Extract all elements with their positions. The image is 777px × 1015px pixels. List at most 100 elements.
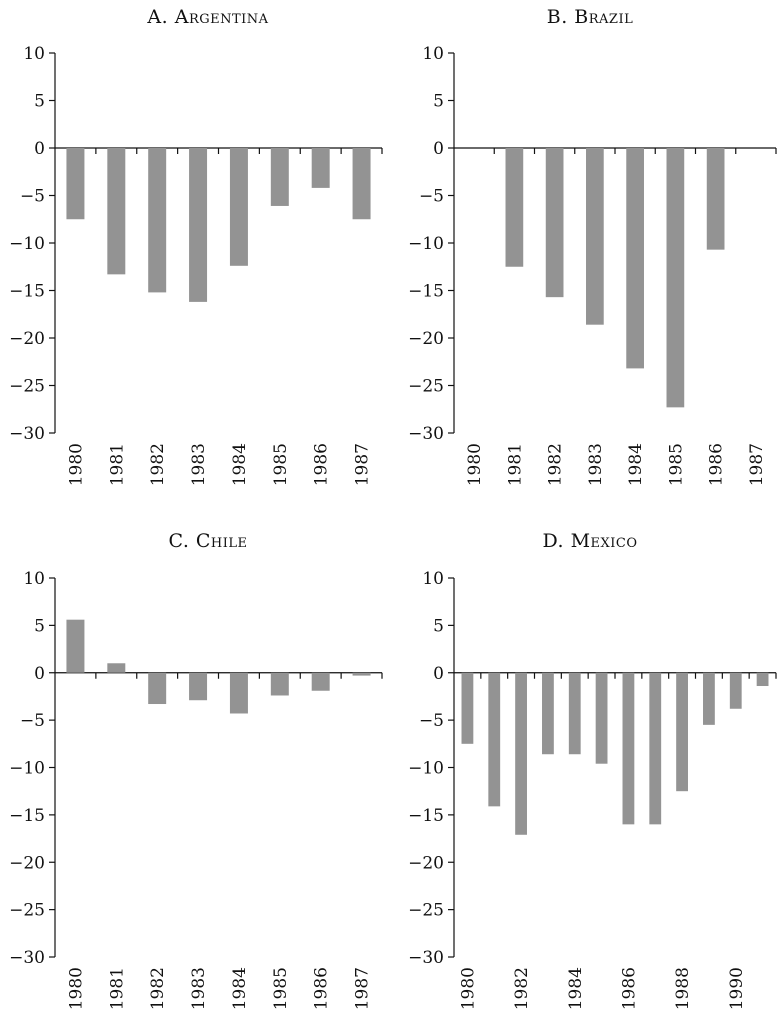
- y-tick-label: −20: [9, 329, 45, 349]
- x-tick-label: 1990: [727, 967, 747, 1010]
- y-tick-label: 0: [433, 664, 444, 684]
- bar-1985: [270, 148, 289, 206]
- x-tick-label: 1985: [271, 443, 291, 486]
- x-tick-label: 1988: [673, 967, 693, 1010]
- y-tick-label: 5: [34, 92, 45, 112]
- x-tick-label: 1985: [271, 967, 291, 1010]
- bar-1983: [189, 672, 208, 701]
- x-tick-label: 1984: [626, 443, 646, 486]
- bar-1986: [622, 672, 635, 825]
- bar-1982: [545, 148, 564, 298]
- bar-1984: [229, 672, 248, 714]
- panel-title: A. Argentina: [146, 6, 268, 28]
- x-tick-label: 1984: [230, 443, 250, 486]
- x-tick-label: 1984: [230, 967, 250, 1010]
- bar-1991: [756, 672, 769, 687]
- panel-title: D. Mexico: [542, 530, 637, 552]
- y-tick-label: −10: [408, 234, 444, 254]
- bar-1984: [626, 148, 644, 369]
- y-tick-label: −10: [9, 759, 45, 779]
- x-tick-label: 1982: [148, 443, 168, 486]
- y-tick-label: −25: [408, 901, 444, 921]
- panel-chile: C. Chile 10 5 0 −5 −10 −15 −20 −25 −30 1980 1981 198…: [9, 530, 383, 1010]
- y-tick-label: −15: [9, 806, 45, 826]
- bar-1981: [505, 148, 524, 267]
- bar-1983: [586, 148, 604, 325]
- y-tick-label: 0: [433, 139, 444, 159]
- bar-1988: [676, 672, 688, 792]
- y-tick-label: 0: [34, 664, 45, 684]
- bar-1982: [148, 672, 167, 705]
- y-tick-label: −10: [408, 759, 444, 779]
- bar-1981: [488, 672, 501, 807]
- x-tick-label: 1981: [107, 967, 127, 1010]
- bar-1985: [270, 672, 289, 696]
- bar-1987: [352, 672, 371, 676]
- x-tick-label: 1986: [312, 443, 332, 486]
- x-tick-label: 1981: [107, 443, 127, 486]
- y-tick-label: −5: [419, 711, 444, 731]
- y-tick-label: −5: [20, 187, 45, 207]
- y-tick-label: −15: [408, 806, 444, 826]
- bar-1983: [189, 148, 208, 302]
- panel-brazil: B. Brazil 10 5 0 −5 −10 −15 −20 −25 −30 1980 1981 19…: [408, 6, 777, 486]
- y-tick-label: −5: [419, 187, 444, 207]
- bar-1982: [148, 148, 167, 293]
- x-tick-label: 1983: [189, 967, 209, 1010]
- panel-title: B. Brazil: [547, 6, 633, 28]
- y-tick-label: 10: [422, 569, 444, 589]
- y-tick-label: 10: [422, 44, 444, 64]
- bar-1982: [515, 672, 527, 835]
- bar-1980: [461, 672, 474, 744]
- panel-mexico: D. Mexico 10 5 0 −5 −10 −15 −20 −25 −30 1980 1982 19…: [408, 530, 777, 1010]
- y-tick-label: −20: [408, 853, 444, 873]
- x-tick-label: 1980: [465, 443, 485, 486]
- y-tick-label: −20: [9, 853, 45, 873]
- x-tick-label: 1986: [312, 967, 332, 1010]
- x-tick-label: 1987: [353, 967, 373, 1010]
- y-tick-label: 5: [433, 92, 444, 112]
- bar-1990: [729, 672, 742, 709]
- bar-1985: [666, 148, 685, 408]
- x-tick-label: 1987: [747, 443, 767, 486]
- x-tick-label: 1980: [458, 967, 478, 1010]
- bar-1987: [352, 148, 371, 220]
- x-tick-label: 1986: [619, 967, 639, 1010]
- bar-1986: [706, 148, 725, 250]
- bar-1987: [649, 672, 662, 825]
- bar-1986: [311, 672, 330, 691]
- bar-1981: [107, 148, 126, 275]
- y-tick-label: 5: [433, 616, 444, 636]
- x-tick-label: 1982: [512, 967, 532, 1010]
- y-tick-label: −15: [9, 282, 45, 302]
- x-tick-label: 1982: [546, 443, 566, 486]
- y-tick-label: −25: [408, 377, 444, 397]
- y-tick-label: 5: [34, 616, 45, 636]
- x-tick-label: 1983: [586, 443, 606, 486]
- y-tick-label: 10: [23, 44, 45, 64]
- x-tick-label: 1980: [66, 967, 86, 1010]
- panel-argentina: A. Argentina 10 5 0 −5 −10 −15 −20 −25 −30 1980 198…: [9, 6, 383, 486]
- x-tick-label: 1986: [707, 443, 727, 486]
- bar-1984: [568, 672, 581, 755]
- bar-1980: [66, 148, 85, 220]
- y-tick-label: −30: [9, 948, 45, 968]
- bar-1985: [595, 672, 608, 764]
- x-tick-label: 1980: [66, 443, 86, 486]
- bar-1983: [542, 672, 554, 755]
- x-tick-label: 1984: [566, 967, 586, 1010]
- y-tick-label: −30: [9, 424, 45, 444]
- y-tick-label: −25: [9, 377, 45, 397]
- y-tick-label: −25: [9, 901, 45, 921]
- bar-1989: [703, 672, 715, 725]
- x-tick-label: 1982: [148, 967, 168, 1010]
- bar-1986: [311, 148, 330, 188]
- x-tick-label: 1983: [189, 443, 209, 486]
- y-tick-label: −30: [408, 948, 444, 968]
- y-tick-label: −15: [408, 282, 444, 302]
- bar-1980: [66, 619, 85, 673]
- y-tick-label: −10: [9, 234, 45, 254]
- x-tick-label: 1981: [505, 443, 525, 486]
- y-tick-label: −5: [20, 711, 45, 731]
- y-tick-label: 10: [23, 569, 45, 589]
